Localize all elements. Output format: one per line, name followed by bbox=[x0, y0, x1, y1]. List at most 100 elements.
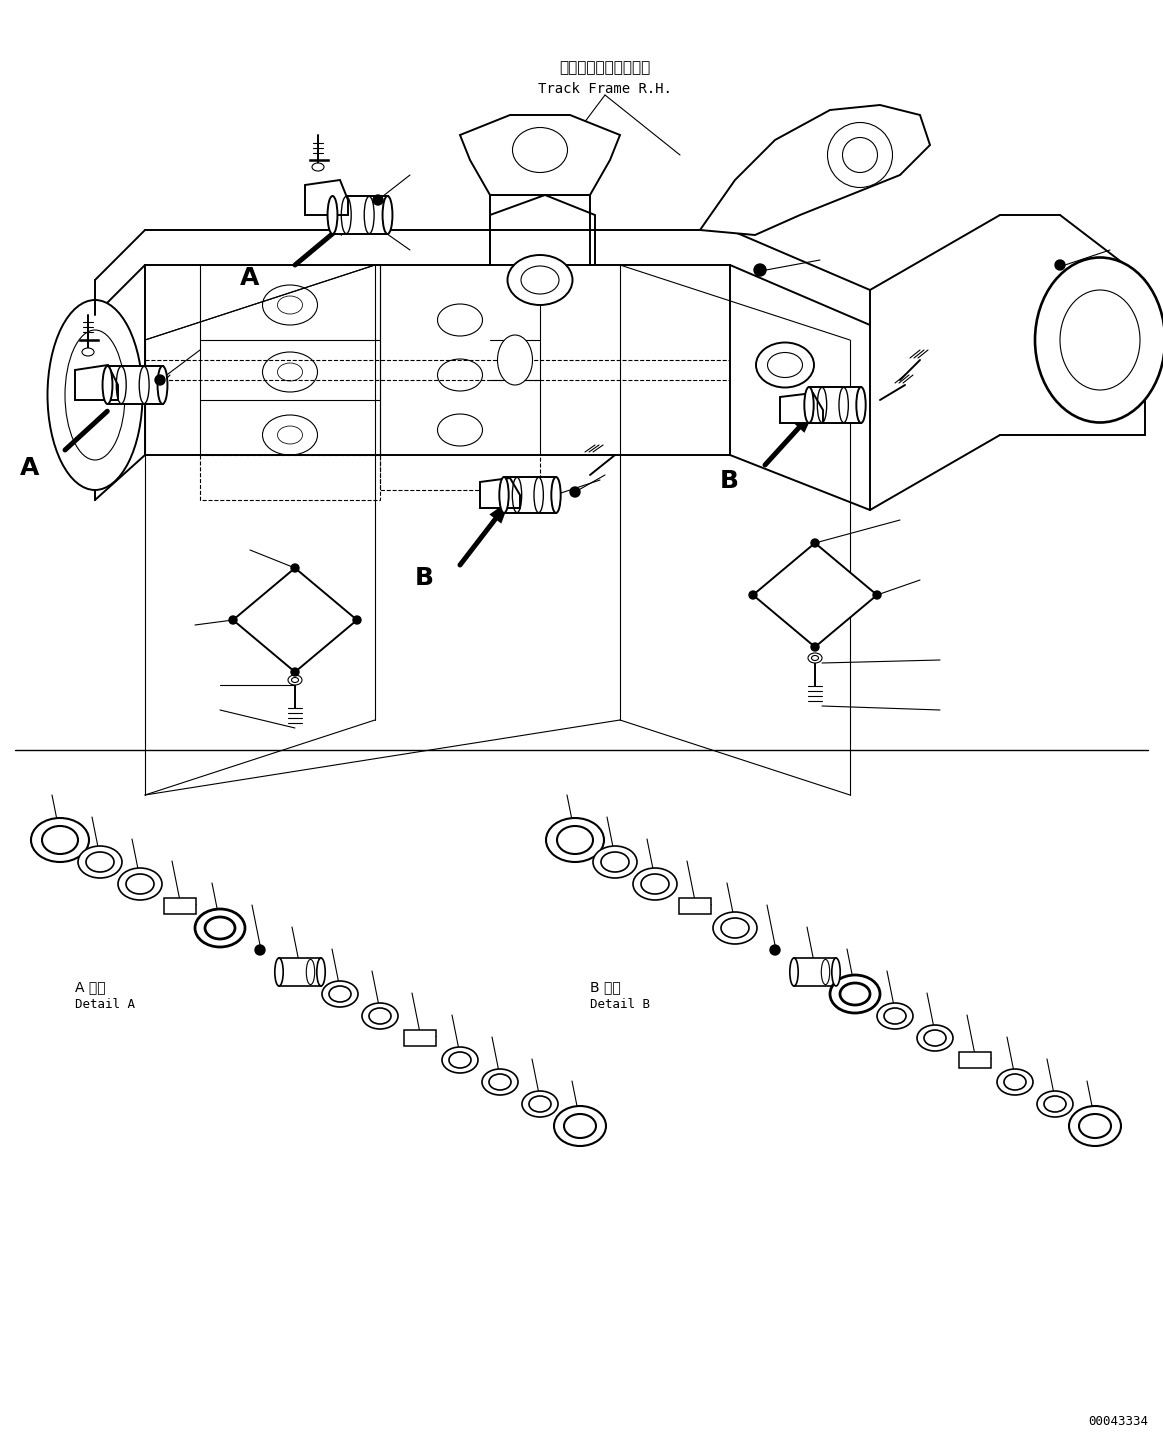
Ellipse shape bbox=[507, 255, 572, 305]
Ellipse shape bbox=[593, 845, 637, 878]
Ellipse shape bbox=[1079, 1115, 1111, 1138]
Ellipse shape bbox=[790, 958, 798, 986]
Text: 00043334: 00043334 bbox=[1089, 1416, 1148, 1428]
Polygon shape bbox=[233, 567, 357, 672]
Ellipse shape bbox=[449, 1053, 471, 1068]
Ellipse shape bbox=[545, 818, 604, 863]
Ellipse shape bbox=[499, 477, 508, 513]
Ellipse shape bbox=[840, 984, 870, 1005]
Ellipse shape bbox=[488, 1074, 511, 1090]
Polygon shape bbox=[752, 543, 877, 647]
Ellipse shape bbox=[916, 1025, 952, 1051]
Ellipse shape bbox=[288, 675, 302, 685]
Circle shape bbox=[873, 590, 882, 599]
Circle shape bbox=[754, 264, 766, 276]
Circle shape bbox=[811, 644, 819, 651]
Ellipse shape bbox=[369, 1008, 391, 1024]
Bar bbox=[333, 196, 387, 233]
Text: A: A bbox=[20, 456, 40, 480]
Ellipse shape bbox=[157, 366, 167, 405]
Circle shape bbox=[811, 539, 819, 547]
Ellipse shape bbox=[564, 1115, 595, 1138]
Ellipse shape bbox=[713, 912, 757, 945]
Ellipse shape bbox=[633, 868, 677, 900]
Text: B 詳細: B 詳細 bbox=[590, 981, 621, 994]
Ellipse shape bbox=[641, 874, 669, 894]
Ellipse shape bbox=[830, 975, 880, 1012]
Ellipse shape bbox=[1069, 1106, 1121, 1146]
Text: B: B bbox=[720, 469, 739, 492]
Circle shape bbox=[255, 945, 265, 955]
Polygon shape bbox=[331, 215, 355, 236]
Polygon shape bbox=[780, 393, 823, 423]
Bar bbox=[809, 387, 861, 423]
Ellipse shape bbox=[1004, 1074, 1026, 1090]
Ellipse shape bbox=[42, 827, 78, 854]
Polygon shape bbox=[305, 180, 348, 215]
Ellipse shape bbox=[1037, 1092, 1073, 1117]
Ellipse shape bbox=[86, 852, 114, 873]
Circle shape bbox=[373, 194, 383, 204]
Ellipse shape bbox=[828, 122, 892, 187]
Ellipse shape bbox=[83, 348, 94, 356]
Ellipse shape bbox=[756, 343, 814, 387]
Ellipse shape bbox=[316, 958, 326, 986]
Polygon shape bbox=[461, 115, 620, 194]
Text: A 詳細: A 詳細 bbox=[74, 981, 106, 994]
Ellipse shape bbox=[923, 1030, 946, 1045]
Ellipse shape bbox=[48, 300, 143, 490]
Ellipse shape bbox=[498, 336, 533, 384]
Polygon shape bbox=[959, 1053, 991, 1068]
Bar bbox=[794, 958, 836, 986]
Ellipse shape bbox=[362, 1004, 398, 1030]
Ellipse shape bbox=[551, 477, 561, 513]
Circle shape bbox=[155, 374, 165, 384]
Circle shape bbox=[354, 616, 361, 624]
Polygon shape bbox=[74, 364, 117, 400]
Ellipse shape bbox=[877, 1004, 913, 1030]
Text: Detail B: Detail B bbox=[590, 998, 650, 1011]
Polygon shape bbox=[480, 478, 520, 508]
Text: トラックフレーム　右: トラックフレーム 右 bbox=[559, 60, 650, 75]
Ellipse shape bbox=[856, 387, 865, 423]
Ellipse shape bbox=[117, 868, 162, 900]
Ellipse shape bbox=[832, 958, 840, 986]
Polygon shape bbox=[404, 1030, 436, 1045]
Text: A: A bbox=[240, 266, 259, 289]
Polygon shape bbox=[490, 500, 511, 524]
Ellipse shape bbox=[383, 196, 392, 233]
Ellipse shape bbox=[1044, 1096, 1066, 1112]
Circle shape bbox=[291, 668, 299, 675]
Ellipse shape bbox=[808, 652, 822, 662]
Ellipse shape bbox=[721, 919, 749, 937]
Ellipse shape bbox=[322, 981, 358, 1007]
Ellipse shape bbox=[78, 845, 122, 878]
Circle shape bbox=[229, 616, 237, 624]
Ellipse shape bbox=[529, 1096, 551, 1112]
Bar bbox=[107, 366, 163, 405]
Text: Detail A: Detail A bbox=[74, 998, 135, 1011]
Polygon shape bbox=[700, 105, 930, 235]
Ellipse shape bbox=[328, 196, 337, 233]
Bar bbox=[504, 477, 556, 513]
Ellipse shape bbox=[102, 366, 113, 405]
Polygon shape bbox=[164, 899, 197, 914]
Ellipse shape bbox=[557, 827, 593, 854]
Ellipse shape bbox=[195, 909, 245, 948]
Ellipse shape bbox=[805, 387, 814, 423]
Bar bbox=[279, 958, 321, 986]
Circle shape bbox=[291, 564, 299, 572]
Ellipse shape bbox=[274, 958, 284, 986]
Circle shape bbox=[1055, 261, 1065, 271]
Ellipse shape bbox=[312, 163, 324, 171]
Ellipse shape bbox=[31, 818, 90, 863]
Ellipse shape bbox=[329, 986, 351, 1002]
Circle shape bbox=[749, 590, 757, 599]
Text: B: B bbox=[415, 566, 434, 590]
Circle shape bbox=[570, 487, 580, 497]
Polygon shape bbox=[679, 899, 711, 914]
Ellipse shape bbox=[554, 1106, 606, 1146]
Ellipse shape bbox=[1035, 258, 1163, 422]
Polygon shape bbox=[793, 410, 815, 433]
Circle shape bbox=[770, 945, 780, 955]
